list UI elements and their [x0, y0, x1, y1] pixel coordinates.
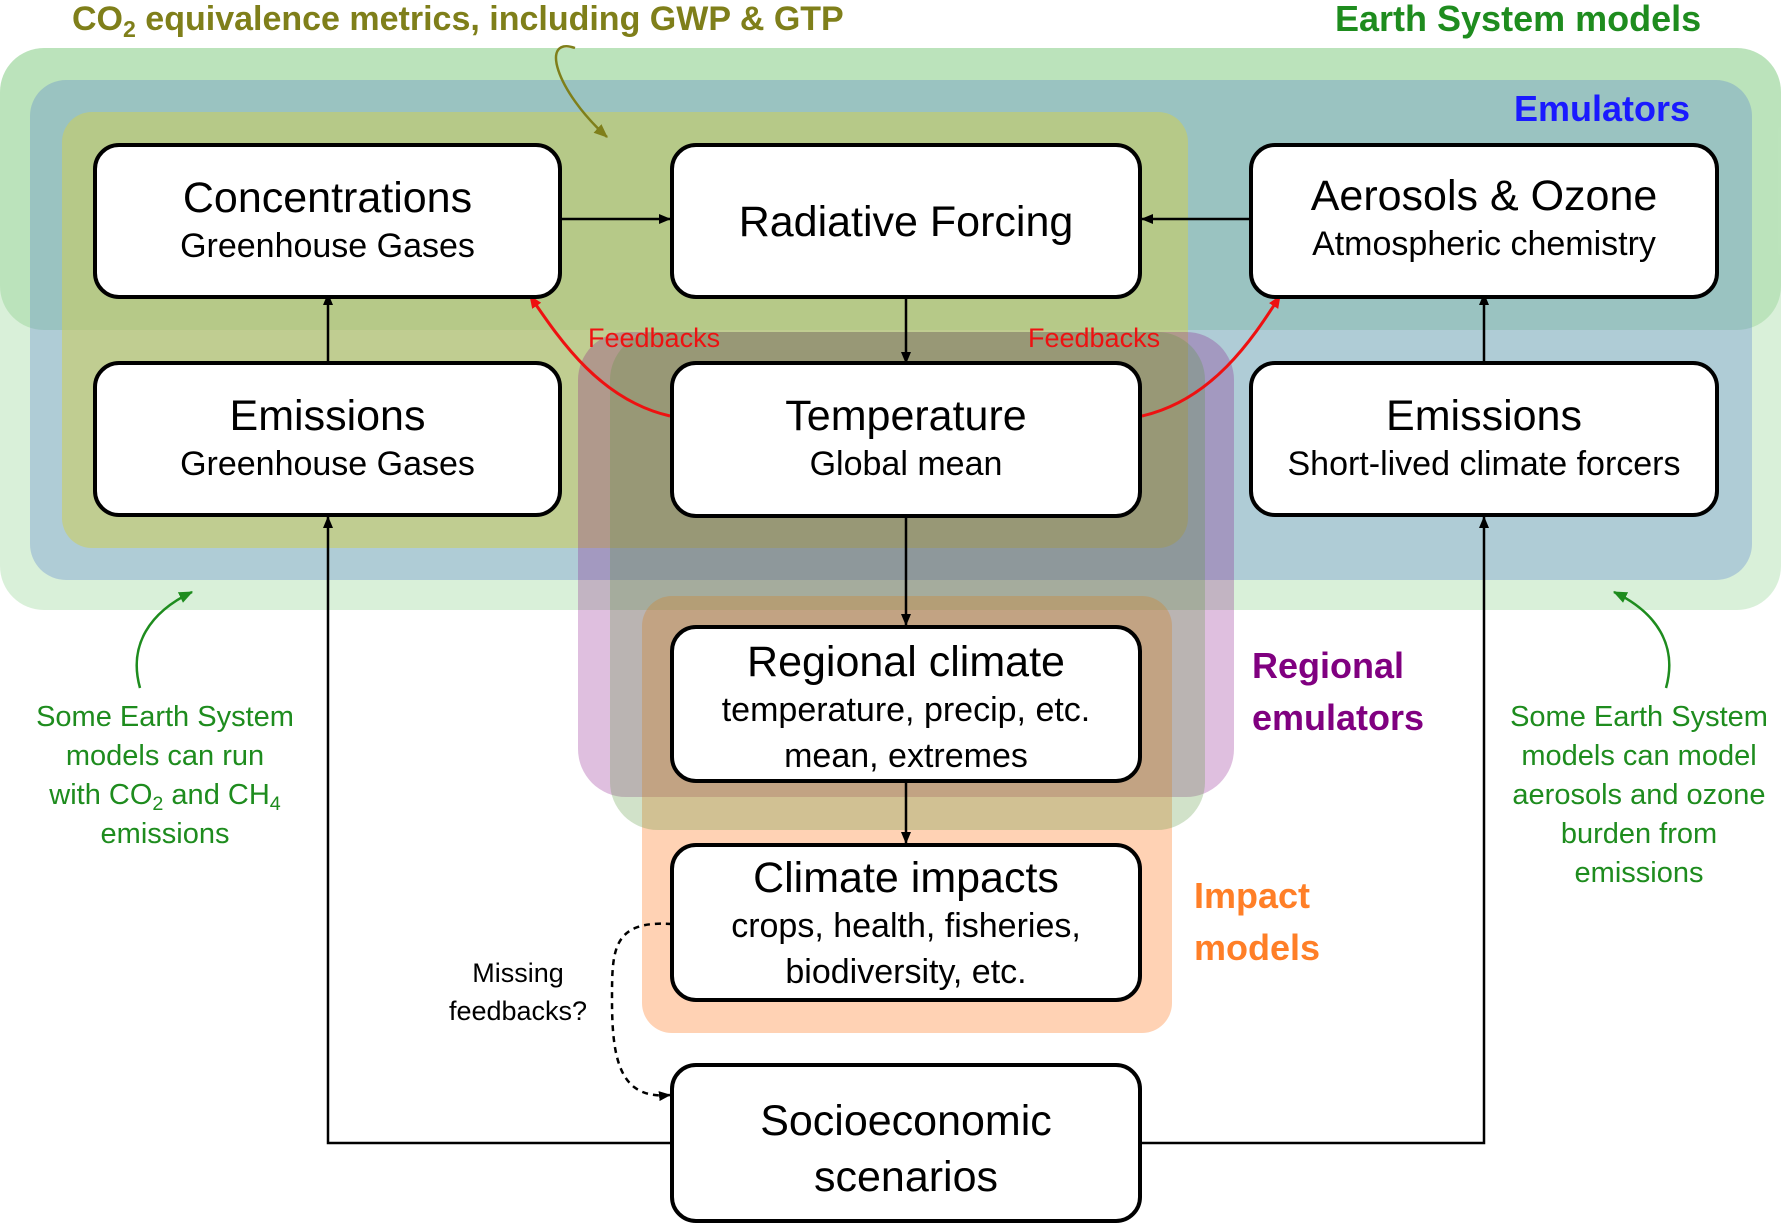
left-note: Some Earth System models can run with CO…	[10, 698, 320, 854]
metrics-title-subscript: 2	[123, 16, 136, 43]
feedbacks-label-left: Feedbacks	[588, 323, 721, 353]
emulators-title: Emulators	[1514, 88, 1691, 129]
co2-metrics-title: CO2 equivalence metrics, including GWP &…	[72, 0, 844, 41]
regional-climate-line2: temperature, precip, etc.	[721, 691, 1091, 729]
earth-system-models-title: Earth System models	[1335, 0, 1702, 39]
climate-impacts-node: Climate impacts crops, health, fisheries…	[670, 843, 1142, 1002]
emissions-ghg-title: Emissions	[229, 392, 426, 440]
emissions-slcf-node: Emissions Short-lived climate forcers	[1249, 361, 1719, 517]
left-note-line3-a: with CO	[49, 779, 153, 811]
emissions-slcf-subtitle: Short-lived climate forcers	[1287, 445, 1681, 483]
left-note-line3-sub2: 4	[269, 793, 281, 816]
left-note-line2: models can run	[65, 740, 265, 772]
regional-climate-line3: mean, extremes	[784, 737, 1028, 775]
impact-models-line1: Impact	[1194, 875, 1311, 916]
right-note-line3: aerosols and ozone	[1512, 779, 1766, 811]
right-note-line4: burden from	[1560, 818, 1718, 850]
missing-feedbacks-label: Missing feedbacks?	[438, 954, 598, 1030]
emissions-ghg-node: Emissions Greenhouse Gases	[93, 361, 562, 517]
aerosols-ozone-node: Aerosols & Ozone Atmospheric chemistry	[1249, 143, 1719, 299]
temperature-subtitle: Global mean	[809, 445, 1003, 483]
right-note-line5: emissions	[1574, 857, 1704, 889]
regional-emulators-line2: emulators	[1252, 697, 1425, 738]
climate-impacts-line3: biodiversity, etc.	[785, 953, 1027, 991]
metrics-title-rest: equivalence metrics, including GWP & GTP	[135, 0, 844, 38]
right-note-line1: Some Earth System	[1510, 701, 1768, 733]
socioeconomic-line1: Socioeconomic	[760, 1097, 1052, 1145]
impact-models-label: Impact models	[1194, 870, 1320, 974]
temperature-node: Temperature Global mean	[670, 361, 1142, 518]
concentrations-node: Concentrations Greenhouse Gases	[93, 143, 562, 299]
aerosols-ozone-title: Aerosols & Ozone	[1310, 172, 1658, 220]
regional-emulators-line1: Regional	[1252, 645, 1405, 686]
feedbacks-label-right: Feedbacks	[1028, 323, 1161, 353]
left-note-line3-b: and CH	[163, 779, 270, 811]
left-note-line1: Some Earth System	[36, 701, 294, 733]
radiative-forcing-node: Radiative Forcing	[670, 143, 1142, 299]
missing-feedbacks-line2: feedbacks?	[448, 996, 588, 1026]
left-note-line4: emissions	[100, 818, 230, 850]
concentrations-subtitle: Greenhouse Gases	[180, 227, 475, 265]
regional-climate-title: Regional climate	[747, 638, 1065, 686]
right-note-line2: models can model	[1521, 740, 1757, 772]
regional-climate-node: Regional climate temperature, precip, et…	[670, 625, 1142, 783]
climate-impacts-line2: crops, health, fisheries,	[731, 907, 1081, 945]
metrics-title-prefix: CO	[72, 0, 123, 38]
socioeconomic-scenarios-node: Socioeconomic scenarios	[670, 1063, 1142, 1223]
left-note-line3: with CO2 and CH4	[10, 776, 320, 815]
regional-emulators-label: Regional emulators	[1252, 640, 1424, 744]
emissions-ghg-subtitle: Greenhouse Gases	[180, 445, 475, 483]
left-note-line3-sub1: 2	[152, 793, 164, 816]
aerosols-ozone-subtitle: Atmospheric chemistry	[1312, 225, 1656, 263]
concentrations-title: Concentrations	[182, 174, 473, 222]
radiative-forcing-title: Radiative Forcing	[738, 198, 1074, 246]
socioeconomic-line2: scenarios	[813, 1153, 999, 1201]
missing-feedbacks-line1: Missing	[472, 958, 564, 988]
temperature-title: Temperature	[785, 392, 1027, 440]
right-note: Some Earth System models can model aeros…	[1490, 698, 1781, 893]
emissions-slcf-title: Emissions	[1386, 392, 1582, 440]
climate-impacts-title: Climate impacts	[753, 854, 1059, 902]
impact-models-line2: models	[1194, 927, 1321, 968]
